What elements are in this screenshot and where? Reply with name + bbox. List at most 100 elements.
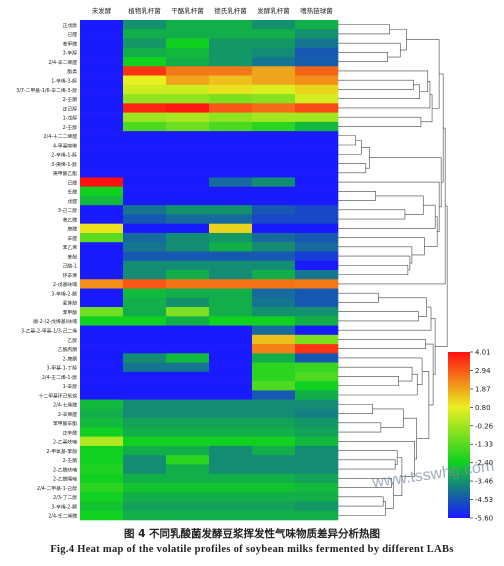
row-label: 3-辛烯-2-酮: [51, 290, 77, 297]
dendrogram-link: [338, 116, 422, 127]
dendrogram-link: [338, 366, 413, 382]
heatmap-cell: [166, 445, 210, 456]
dendrogram-link: [403, 417, 417, 460]
dendrogram-link: [378, 297, 427, 317]
heatmap-cell: [295, 279, 339, 289]
row-label: 苯甲酸辛酯: [53, 420, 77, 427]
heatmap-cell: [209, 279, 253, 289]
heatmap-cell: [209, 381, 253, 391]
heatmap-cell: [166, 168, 210, 178]
row-label: 十二甲基环己氧烷: [39, 392, 78, 399]
heatmap-cell: [123, 223, 167, 234]
heatmap-cell: [123, 94, 167, 104]
heatmap-cell: [252, 362, 296, 373]
heatmap-cell: [295, 158, 339, 169]
heatmap-cell: [209, 131, 253, 141]
heatmap-cell: [166, 455, 210, 465]
heatmap-cell: [295, 408, 339, 419]
heatmap-cell: [123, 445, 167, 456]
heatmap-cell: [80, 325, 124, 336]
heatmap-cell: [123, 344, 167, 354]
row-label: 苯甲酸: [63, 309, 78, 316]
heatmap-cell: [80, 408, 124, 419]
row-label: 4-甲基喹啉: [53, 142, 77, 149]
heatmap-cell: [123, 177, 167, 187]
dendrogram-link: [393, 457, 403, 496]
heatmap-cells: [80, 20, 339, 521]
row-label: 2-壬酮: [63, 457, 78, 464]
heatmap-cell: [252, 131, 296, 141]
heatmap-cell: [252, 381, 296, 391]
heatmap-cell: [123, 418, 167, 428]
dendrogram-link: [338, 140, 362, 155]
heatmap-cell: [80, 38, 124, 49]
row-label: 3-辛烯-2-酮: [51, 503, 77, 510]
dendrogram-link: [338, 450, 398, 465]
heatmap-cell: [209, 427, 253, 437]
row-label: 环辛烯: [63, 272, 78, 279]
heatmap-cell: [252, 455, 296, 465]
heatmap-cell: [209, 186, 253, 197]
heatmap-cell: [209, 149, 253, 160]
row-label: 2/4-壬二烯醛: [48, 513, 77, 520]
heatmap-cell: [295, 325, 339, 336]
heatmap-cell: [166, 371, 210, 382]
heatmap-cell: [123, 251, 167, 262]
heatmap-cell: [123, 57, 167, 67]
dendrogram-link: [338, 376, 399, 387]
heatmap-cell: [209, 307, 253, 317]
heatmap-cell: [209, 195, 253, 206]
dendrogram-link: [338, 204, 436, 229]
heatmap-cell: [209, 232, 253, 243]
dendrogram-link: [389, 28, 407, 51]
heatmap-cell: [123, 316, 167, 326]
heatmap-cell: [252, 436, 296, 447]
heatmap-cell: [123, 297, 167, 308]
heatmap-cell: [295, 436, 339, 447]
heatmap-cell: [123, 168, 167, 178]
dendrogram-link: [338, 459, 396, 470]
heatmap-cell: [252, 149, 296, 160]
dendrogram-link: [338, 265, 409, 275]
dendrogram-link: [338, 209, 406, 220]
dendrogram-link: [338, 135, 357, 146]
dendrogram-link: [338, 501, 386, 516]
heatmap-cell: [295, 29, 339, 39]
heatmap-cell: [209, 38, 253, 49]
colorbar-tick-label: 2.94: [475, 367, 491, 375]
heatmap-cell: [295, 427, 339, 437]
dendrogram-link: [338, 440, 415, 477]
heatmap-cell: [80, 94, 124, 104]
heatmap-cell: [209, 168, 253, 178]
heatmap-cell: [80, 399, 124, 410]
heatmap-cell: [123, 455, 167, 465]
colorbar-tick-label: -0.26: [475, 422, 494, 430]
heatmap-cell: [295, 66, 339, 76]
heatmap-cell: [166, 501, 210, 512]
heatmap-cell: [80, 20, 124, 30]
row-label: 正己醇: [63, 105, 78, 112]
row-label: 3/7-二甲基-1/6-辛二烯-3-醇: [16, 87, 77, 94]
heatmap-cell: [252, 288, 296, 299]
heatmap-cell: [209, 334, 253, 345]
heatmap-cell: [252, 270, 296, 280]
heatmap-cell: [80, 84, 124, 95]
colorbar-tick-label: 4.01: [475, 349, 491, 357]
heatmap-cell: [295, 362, 339, 373]
heatmap-cell: [123, 186, 167, 197]
heatmap-cell: [166, 131, 210, 141]
heatmap-cell: [252, 297, 296, 308]
dendrogram-link: [420, 94, 433, 123]
heatmap-cell: [252, 177, 296, 187]
heatmap-cell: [252, 279, 296, 289]
dendrogram-link: [361, 147, 370, 169]
heatmap-cell: [80, 427, 124, 437]
heatmap-cell: [123, 75, 167, 86]
row-label: 正辛醛: [63, 429, 78, 436]
heatmap-cell: [166, 20, 210, 30]
heatmap-cell: [80, 177, 124, 187]
heatmap-cell: [80, 418, 124, 428]
heatmap-cell: [295, 344, 339, 354]
dendrogram-link: [338, 357, 423, 385]
